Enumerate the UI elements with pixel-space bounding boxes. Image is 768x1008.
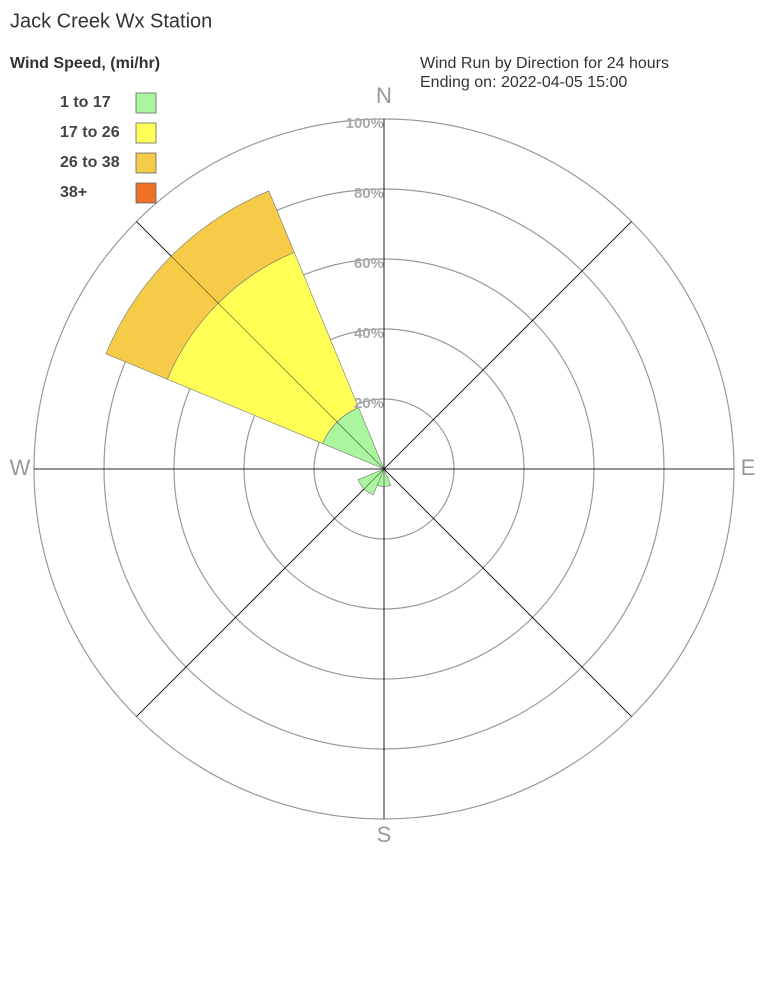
legend-label: 1 to 17 <box>60 94 111 111</box>
compass-label: N <box>376 83 392 108</box>
ring-label: 20% <box>354 395 384 412</box>
legend-swatch <box>135 152 157 174</box>
ring-label: 100% <box>346 115 384 132</box>
subtitle: Wind Run by Direction for 24 hours <box>420 55 669 72</box>
compass-label: W <box>10 455 31 480</box>
legend-label: 26 to 38 <box>60 154 120 171</box>
ring-label: 80% <box>354 185 384 202</box>
compass-label: E <box>741 455 756 480</box>
spoke <box>136 221 385 470</box>
ring-label: 60% <box>354 255 384 272</box>
compass-label: S <box>377 822 392 847</box>
legend-swatch <box>135 92 157 114</box>
legend-label: 17 to 26 <box>60 124 120 141</box>
ring-label: 40% <box>354 325 384 342</box>
chart-title: Jack Creek Wx Station <box>10 10 212 32</box>
subtitle: Ending on: 2022-04-05 15:00 <box>420 74 627 91</box>
legend-swatch <box>135 122 157 144</box>
legend-swatch <box>135 182 157 204</box>
spoke <box>383 468 632 717</box>
spoke <box>136 468 385 717</box>
legend-label: 38+ <box>60 184 87 201</box>
legend-title: Wind Speed, (mi/hr) <box>10 55 160 72</box>
spoke <box>383 221 632 470</box>
